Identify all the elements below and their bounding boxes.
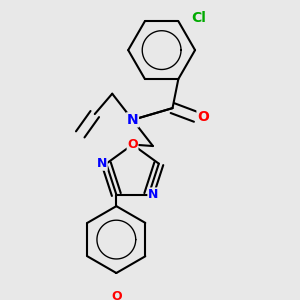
Text: Cl: Cl: [191, 11, 206, 25]
Text: N: N: [97, 157, 107, 170]
Text: N: N: [127, 113, 138, 127]
Text: O: O: [197, 110, 209, 124]
Text: O: O: [127, 138, 138, 151]
Text: N: N: [148, 188, 158, 201]
Text: O: O: [111, 290, 122, 300]
